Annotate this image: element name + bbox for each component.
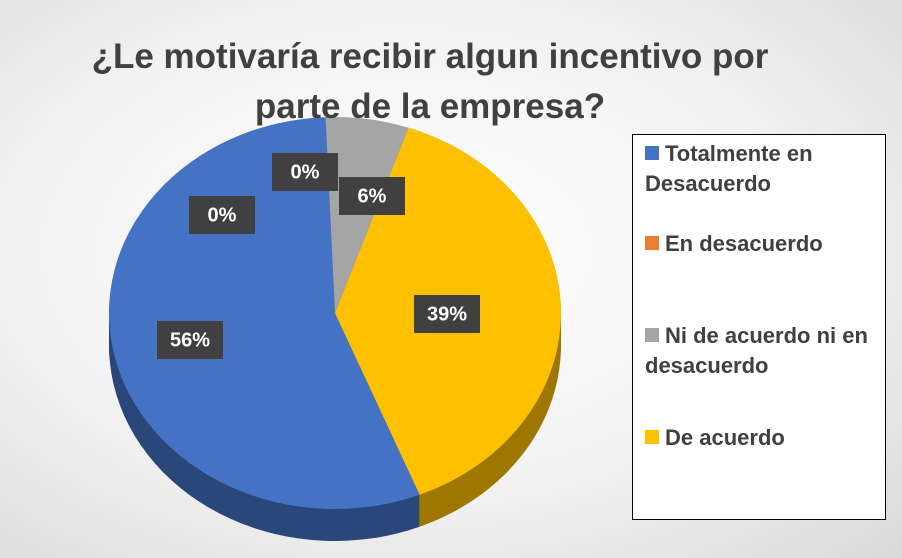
legend-item: En desacuerdo (645, 229, 875, 259)
chart-title: ¿Le motivaría recibir algun incentivo po… (91, 37, 769, 126)
legend-label: Ni de acuerdo ni en desacuerdo (645, 323, 868, 378)
legend-item: Totalmente en Desacuerdo (645, 139, 875, 199)
legend-swatch (645, 146, 659, 160)
legend-label: Totalmente en Desacuerdo (645, 141, 813, 196)
data-label: 0% (208, 204, 237, 226)
legend-item: De acuerdo (645, 423, 875, 453)
data-label-box (157, 321, 223, 359)
data-label: 0% (291, 161, 320, 183)
data-label-box (414, 295, 480, 333)
data-label: 6% (358, 185, 387, 207)
legend: Totalmente en Desacuerdo En desacuerdo Ni … (632, 134, 886, 520)
legend-swatch (645, 430, 659, 444)
legend-label: De acuerdo (665, 425, 785, 450)
data-label-box (339, 177, 405, 215)
legend-swatch (645, 328, 659, 342)
data-label: 39% (427, 303, 467, 325)
data-label-box (272, 153, 338, 191)
legend-label: En desacuerdo (665, 231, 823, 256)
pie-slice (108, 117, 420, 510)
data-label-box (189, 196, 255, 234)
legend-item: Ni de acuerdo ni en desacuerdo (645, 321, 875, 381)
legend-swatch (645, 236, 659, 250)
data-label: 56% (170, 329, 210, 351)
